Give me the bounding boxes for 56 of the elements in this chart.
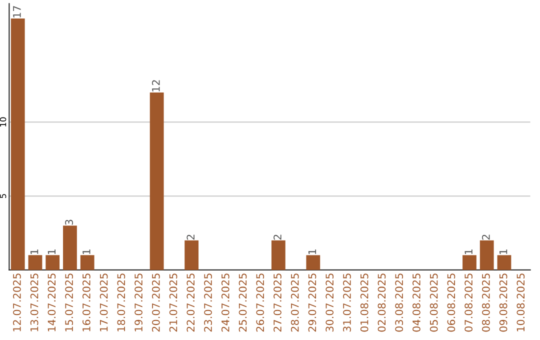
- x-tick-label: 05.08.2025: [430, 274, 438, 332]
- x-tick-label: 18.07.2025: [117, 274, 126, 332]
- x-tick-label: 17.07.2025: [100, 274, 108, 332]
- x-tick-label: 12.07.2025: [13, 274, 21, 332]
- x-tick-label: 01.08.2025: [360, 274, 368, 332]
- x-tick-label: 29.07.2025: [308, 274, 316, 332]
- x-tick-label: 30.07.2025: [326, 274, 334, 332]
- data-label: 1: [30, 250, 38, 254]
- x-tick-label: 15.07.2025: [65, 274, 73, 332]
- y-tick-label: 5: [0, 194, 6, 198]
- x-tick-label: 21.07.2025: [169, 274, 178, 332]
- x-tick-label: 19.07.2025: [134, 274, 142, 332]
- x-tick-label: 25.07.2025: [238, 274, 247, 332]
- bar: [306, 255, 320, 270]
- data-label: 2: [186, 234, 194, 240]
- data-label: 1: [48, 250, 56, 254]
- bar: [271, 240, 286, 270]
- bar: [28, 255, 42, 270]
- data-label: 1: [500, 250, 508, 254]
- x-tick-label: 26.07.2025: [256, 274, 264, 332]
- data-label: 1: [82, 250, 90, 254]
- data-label: 12: [152, 80, 160, 92]
- bar: [184, 240, 199, 270]
- bar: [497, 255, 512, 270]
- x-tick-label: 22.07.2025: [186, 274, 195, 332]
- bar: [150, 92, 164, 270]
- x-tick-label: 09.08.2025: [499, 274, 508, 332]
- x-tick-label: 16.07.2025: [82, 274, 90, 332]
- x-tick-label: 02.08.2025: [378, 274, 386, 332]
- x-tick-label: 13.07.2025: [30, 274, 38, 332]
- x-tick-label: 27.07.2025: [274, 274, 282, 332]
- x-tick-label: 14.07.2025: [48, 274, 56, 332]
- x-tick-label: 20.07.2025: [152, 274, 160, 332]
- data-label: 1: [464, 250, 472, 254]
- data-label: 17: [13, 6, 21, 18]
- data-label: 1: [308, 250, 316, 254]
- x-tick-label: 31.07.2025: [343, 274, 351, 332]
- bar: [46, 255, 60, 270]
- x-tick-label: 24.07.2025: [221, 274, 230, 332]
- data-label: 2: [482, 234, 490, 240]
- x-tick-label: 04.08.2025: [412, 274, 420, 332]
- data-label: 3: [65, 220, 73, 225]
- bar: [462, 255, 476, 270]
- bar: [80, 255, 94, 270]
- bar: [10, 18, 25, 270]
- x-tick-label: 03.08.2025: [395, 274, 404, 332]
- bar: [63, 226, 77, 270]
- x-tick-label: 08.08.2025: [482, 274, 490, 332]
- x-tick-label: 07.08.2025: [464, 274, 473, 332]
- bar: [480, 240, 494, 270]
- data-label: 2: [274, 234, 282, 240]
- x-tick-label: 23.07.2025: [204, 274, 212, 332]
- x-tick-label: 10.08.2025: [516, 274, 525, 332]
- y-tick-label: 10: [0, 117, 6, 126]
- x-tick-label: 28.07.2025: [290, 274, 299, 332]
- x-tick-label: 06.08.2025: [447, 274, 456, 332]
